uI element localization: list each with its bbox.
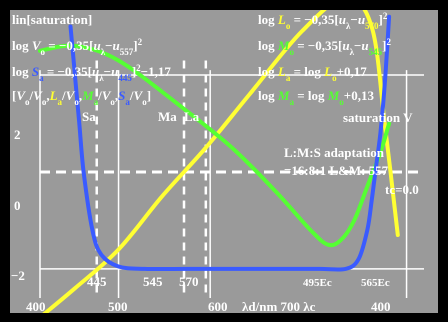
series-line-ma [38, 43, 392, 248]
x-tick-label-400: 400 [26, 299, 46, 314]
series-line-sa [68, 14, 392, 272]
x-axis: 400 500 600 λd/nm 700 λc 400 [26, 299, 391, 314]
y-tick-label-2: 2 [14, 127, 21, 142]
header-right-line-2: log Mo = −0,35[uλ−u545]2 [258, 37, 392, 57]
annotation-ratio: =16:8:1 L&M: 557 [284, 163, 389, 178]
series-line-la [42, 10, 400, 313]
y-tick-label-0: 0 [14, 198, 21, 213]
ec-label-565: 565Ec [361, 277, 390, 289]
annotation-adaptation: L:M:S adaptation [284, 145, 385, 160]
marker-labels: Sa Ma La [82, 109, 200, 124]
bottom-label-545: 545 [143, 274, 163, 289]
annotation-saturation: saturation V [343, 110, 413, 125]
marker-label-sa: Sa [82, 109, 96, 124]
x-tick-label-400-right: 400 [371, 299, 391, 314]
header-left-line-2: log Vo = −0,35[uλ−u557]2 [12, 37, 143, 57]
header-right-line-4: log Ma = log Mo+0,13 [258, 88, 374, 107]
header-right-line-3: log La = log Lo+0,17 [258, 64, 367, 83]
bottom-label-570: 570 [179, 274, 199, 289]
x-tick-label-600: 600 [208, 299, 228, 314]
annotation-tc: tc=0.0 [385, 182, 419, 197]
y-tick-label-neg2: −2 [11, 268, 25, 283]
y-axis: 2 0 −2 [11, 127, 25, 283]
marker-lines [95, 60, 208, 298]
bottom-markers: 445 545 570 495Ec 565Ec [87, 274, 390, 289]
series-layer [38, 10, 400, 313]
header-left-line-3: log Sa = −0,35[uλ−u445]2−1,17 [12, 63, 171, 83]
annotations: saturation V L:M:S adaptation =16:8:1 L&… [284, 110, 419, 197]
x-tick-label-500: 500 [108, 299, 128, 314]
header-right-line-1: log Lo = −0,35[uλ−u570]2 [258, 11, 388, 31]
ec-label-495: 495Ec [303, 277, 332, 289]
marker-label-ma: Ma [158, 109, 177, 124]
header-left: lin[saturation] log Vo = −0,35[uλ−u557]2… [12, 12, 171, 107]
header-left-line-4: [Vo/Vo,La/Vo,Ma/Vo,Sa/Vo] [12, 88, 151, 107]
header-left-line-1: lin[saturation] [12, 12, 92, 27]
bottom-label-445: 445 [87, 274, 107, 289]
marker-label-la: La [184, 109, 200, 124]
header-right: log Lo = −0,35[uλ−u570]2 log Mo = −0,35[… [258, 11, 392, 107]
x-axis-label: λd/nm 700 λc [242, 299, 316, 314]
